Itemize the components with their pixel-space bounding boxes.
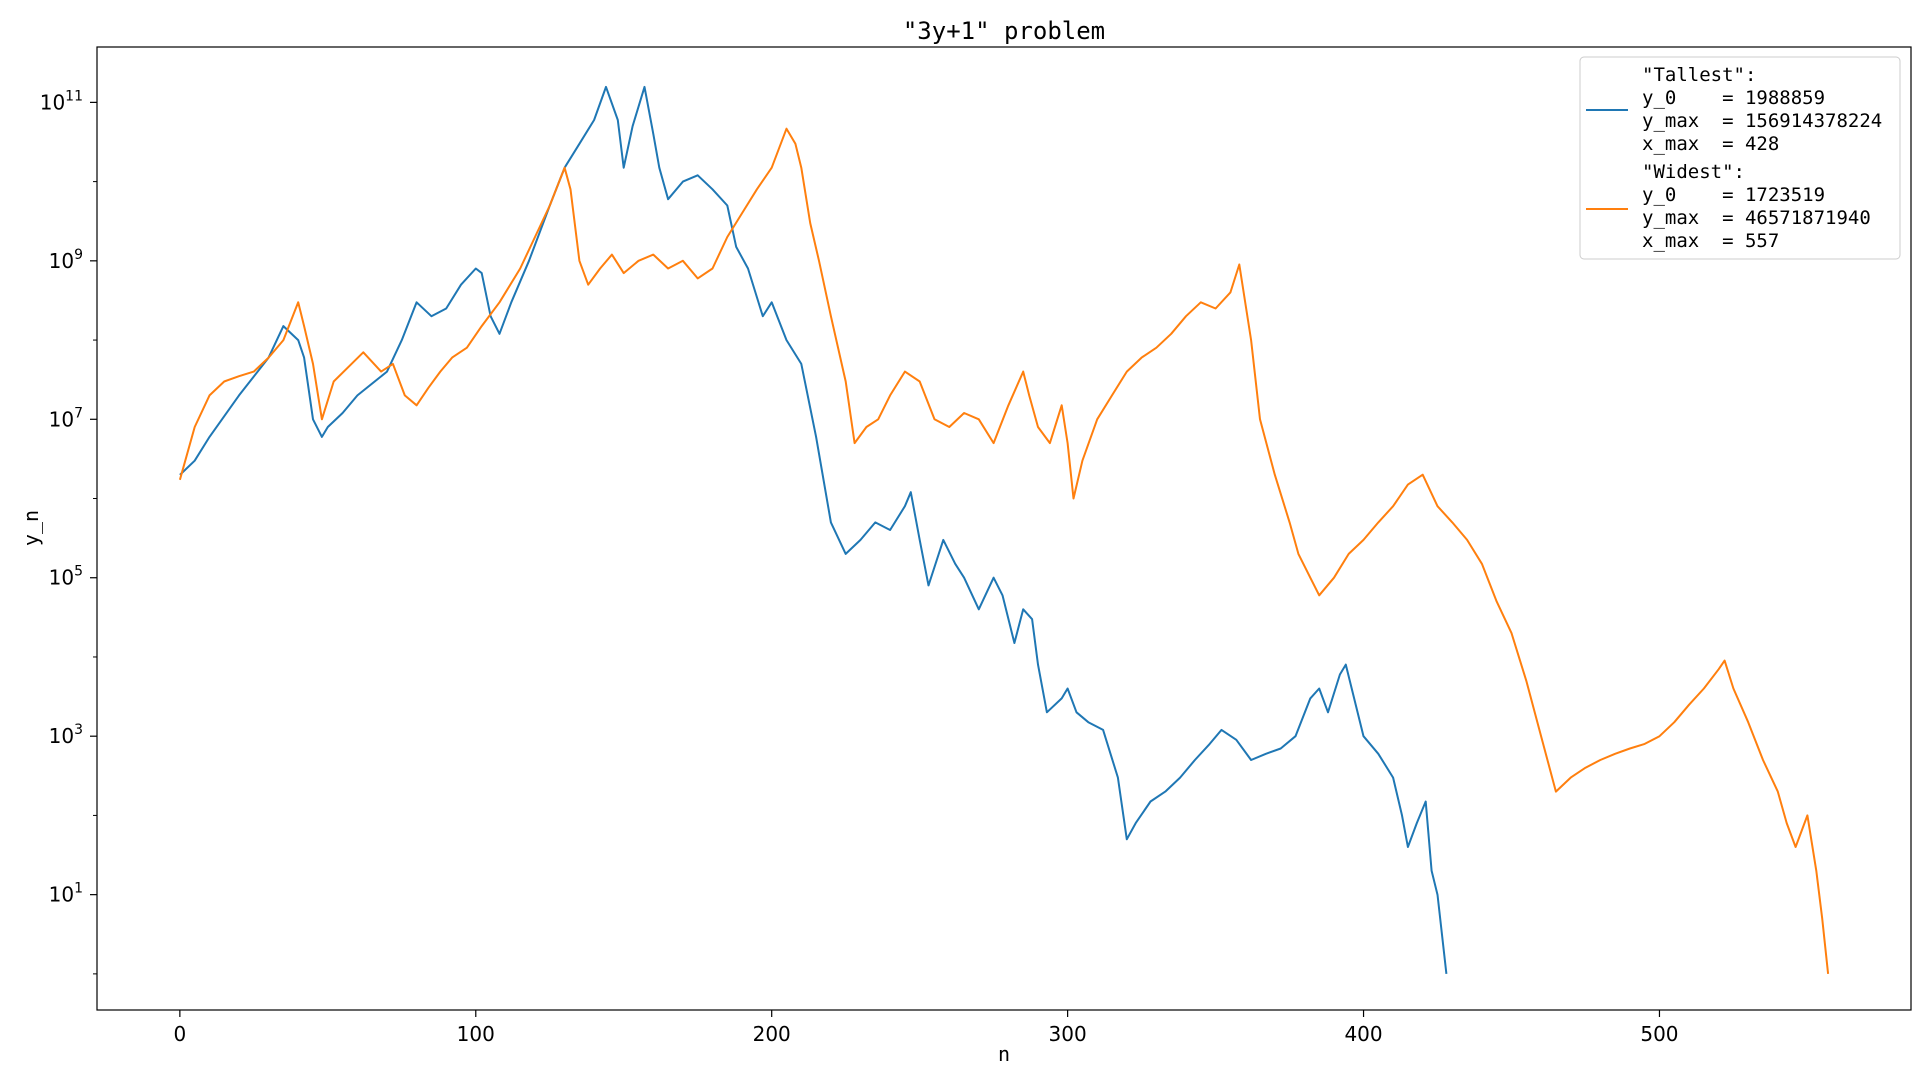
x-axis-label: n — [998, 1042, 1010, 1066]
series-tallest-line — [179, 85, 1448, 975]
legend-tallest-line-2: y_0 = 1988859 — [1642, 87, 1825, 109]
legend-widest-line-2: y_0 = 1723519 — [1642, 184, 1825, 206]
x-tick-label: 500 — [1640, 1022, 1678, 1046]
legend-widest-line-4: x_max = 557 — [1642, 230, 1779, 252]
legend-widest-line-3: y_max = 46571871940 — [1642, 207, 1871, 229]
y-axis: 101 103 105 107 109 1011 — [40, 88, 97, 975]
plot-frame — [96, 46, 1912, 1011]
legend-tallest-line-3: y_max = 156914378224 — [1642, 110, 1882, 132]
legend-tallest-line-1: "Tallest": — [1642, 64, 1756, 86]
legend-box — [1579, 56, 1901, 260]
x-axis: 0 100 200 300 400 500 — [173, 1010, 1679, 1046]
x-tick-label: 100 — [457, 1022, 495, 1046]
x-tick-label: 400 — [1344, 1022, 1382, 1046]
series-widest-line — [178, 127, 1830, 975]
y-tick-label: 107 — [49, 405, 83, 431]
legend-tallest-line-4: x_max = 428 — [1642, 133, 1779, 155]
y-axis-label: y_n — [19, 510, 43, 546]
chart-title: "3y+1" problem — [903, 17, 1105, 45]
legend: "Tallest": y_0 = 1988859 y_max = 1569143… — [1579, 56, 1901, 260]
x-tick-label: 0 — [173, 1022, 186, 1046]
y-tick-label: 109 — [49, 247, 83, 273]
x-tick-label: 200 — [753, 1022, 791, 1046]
y-tick-label: 105 — [49, 564, 83, 590]
legend-widest-line-1: "Widest": — [1642, 161, 1745, 183]
y-tick-label: 1011 — [40, 88, 83, 114]
plot-area — [178, 85, 1830, 975]
y-tick-label: 103 — [49, 722, 83, 748]
y-tick-label: 101 — [49, 881, 83, 907]
x-tick-label: 300 — [1049, 1022, 1087, 1046]
